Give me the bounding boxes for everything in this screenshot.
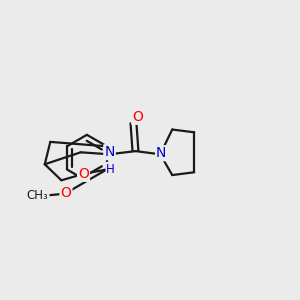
Text: N: N [156,146,166,160]
Text: O: O [132,110,143,124]
Text: N: N [104,145,115,159]
Text: H: H [106,163,115,176]
Text: O: O [78,167,89,181]
Text: CH₃: CH₃ [27,189,49,202]
Text: O: O [61,186,71,200]
